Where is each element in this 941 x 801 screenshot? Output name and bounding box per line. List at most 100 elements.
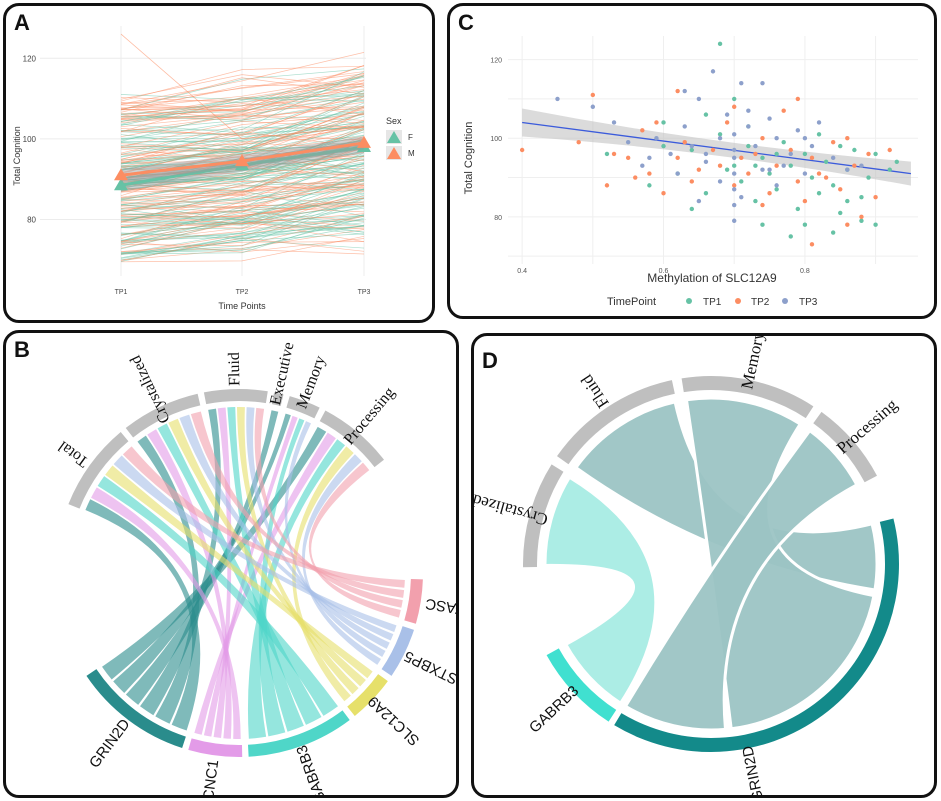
a-subject-line	[120, 173, 365, 221]
c-point-tp2	[689, 179, 694, 184]
a-subject-line	[120, 94, 365, 118]
c-point-tp1	[753, 163, 758, 168]
b-chord-slc12a9-crystalized	[168, 418, 366, 687]
panel-d: D Crystalized Fluid Memory Processing GABRB3…	[471, 333, 937, 798]
b-sector-memory	[286, 396, 320, 419]
a-subject-line	[120, 215, 365, 255]
c-point-tp1	[788, 234, 793, 239]
b-sector-fluid	[203, 389, 268, 405]
c-point-tp3	[739, 80, 744, 86]
c-point-tp2	[519, 147, 525, 153]
a-subject-line	[120, 203, 365, 236]
a-subject-line	[120, 85, 365, 120]
a-subject-line	[120, 197, 365, 218]
b-sector-gabrb3	[248, 710, 350, 757]
a-subject-line	[120, 249, 365, 261]
c-point-tp2	[845, 136, 850, 141]
c-legend-label-tp3: TP3	[799, 297, 818, 308]
a-subject-line	[120, 213, 365, 225]
a-subject-line	[120, 162, 365, 209]
c-legend-title: TimePoint	[607, 296, 656, 308]
c-point-tp1	[894, 159, 899, 164]
c-legend-label-tp2: TP2	[751, 297, 770, 308]
a-subject-line	[120, 114, 365, 136]
c-point-tp3	[753, 143, 758, 149]
c-point-tp1	[661, 120, 666, 125]
b-chord-kcnc1-total	[91, 487, 241, 739]
a-subject-line	[120, 179, 365, 229]
c-point-tp3	[788, 151, 793, 157]
a-subject-line	[120, 171, 365, 213]
b-label-slc12a9: SLC12A9	[365, 692, 423, 749]
a-subject-line	[120, 65, 365, 102]
c-point-tp3	[760, 80, 765, 86]
chart-a-svg: 80 100 120 TP1 TP2 TP3 Total Cognition Time P…	[12, 26, 415, 311]
a-subject-line	[120, 105, 365, 143]
b-label-total: Total	[55, 437, 92, 470]
a-subject-line	[120, 52, 365, 105]
a-subject-line	[120, 95, 365, 109]
a-subject-line	[120, 131, 365, 160]
a-subject-line	[120, 75, 365, 122]
d-chord-gabrb3-crystalized	[543, 475, 658, 706]
c-point-tp2	[852, 163, 857, 168]
c-point-tp2	[739, 155, 744, 161]
c-point-tp3	[732, 132, 737, 137]
a-subject-line	[120, 74, 365, 100]
b-sector-grin2d	[86, 669, 186, 748]
c-point-tp1	[830, 230, 836, 235]
a-subject-line	[120, 155, 365, 212]
a-subject-line	[120, 181, 365, 198]
c-point-tp3	[717, 136, 723, 141]
c-point-tp2	[647, 171, 652, 176]
a-ytick-label: 100	[23, 135, 37, 144]
c-point-tp3	[767, 167, 772, 172]
c-point-tp3	[717, 179, 723, 184]
c-point-tp2	[633, 175, 638, 180]
b-label-kcnc1: KCNC1	[199, 759, 222, 795]
a-ytick-label: 80	[27, 216, 36, 225]
c-point-tp3	[732, 218, 737, 223]
a-xtick-label: TP3	[358, 289, 371, 296]
c-point-tp1	[746, 143, 751, 149]
panel-b: B Total Crystalized Fluid Executive Memory Pr…	[3, 330, 459, 798]
c-point-tp2	[732, 104, 737, 109]
c-point-tp3	[774, 136, 779, 141]
c-point-tp2	[774, 163, 779, 168]
c-point-tp2	[760, 136, 765, 141]
c-point-tp1	[816, 191, 822, 196]
a-subject-line	[120, 224, 365, 253]
a-legend-label-m: M	[408, 149, 415, 158]
a-subject-line	[120, 144, 365, 197]
a-xlabel: Time Points	[218, 301, 266, 311]
a-subject-line	[120, 126, 365, 164]
a-subject-line	[120, 71, 365, 110]
c-point-tp3	[732, 147, 737, 153]
a-subject-line	[120, 115, 365, 132]
c-point-tp1	[604, 151, 610, 157]
d-sector-processing	[813, 411, 877, 483]
c-ytick-label: 120	[490, 58, 502, 65]
c-point-tp1	[788, 163, 793, 168]
b-label-stxbp5: STXBP5	[402, 647, 456, 687]
a-subject-line	[120, 106, 365, 118]
panel-label-c: C	[458, 10, 474, 35]
panel-label-b: B	[14, 337, 30, 362]
c-point-tp1	[859, 194, 864, 200]
c-point-tp1	[838, 210, 843, 216]
c-point-tp3	[809, 143, 815, 149]
b-chord-gabrb3-processing	[247, 439, 346, 739]
b-label-grin2d: GRIN2D	[86, 716, 134, 772]
c-point-tp3	[802, 136, 808, 141]
c-point-tp3	[640, 163, 645, 168]
c-legend-dot-tp2	[735, 298, 741, 304]
c-point-tp1	[767, 171, 772, 176]
c-point-tp2	[795, 96, 801, 102]
b-chord-gabrb3-total	[97, 476, 338, 716]
a-subject-line	[120, 92, 365, 142]
d-sector-fluid	[556, 380, 675, 465]
c-point-tp2	[576, 139, 581, 145]
c-point-tp1	[809, 175, 815, 180]
a-subject-line	[120, 237, 365, 261]
c-point-tp2	[767, 191, 772, 196]
